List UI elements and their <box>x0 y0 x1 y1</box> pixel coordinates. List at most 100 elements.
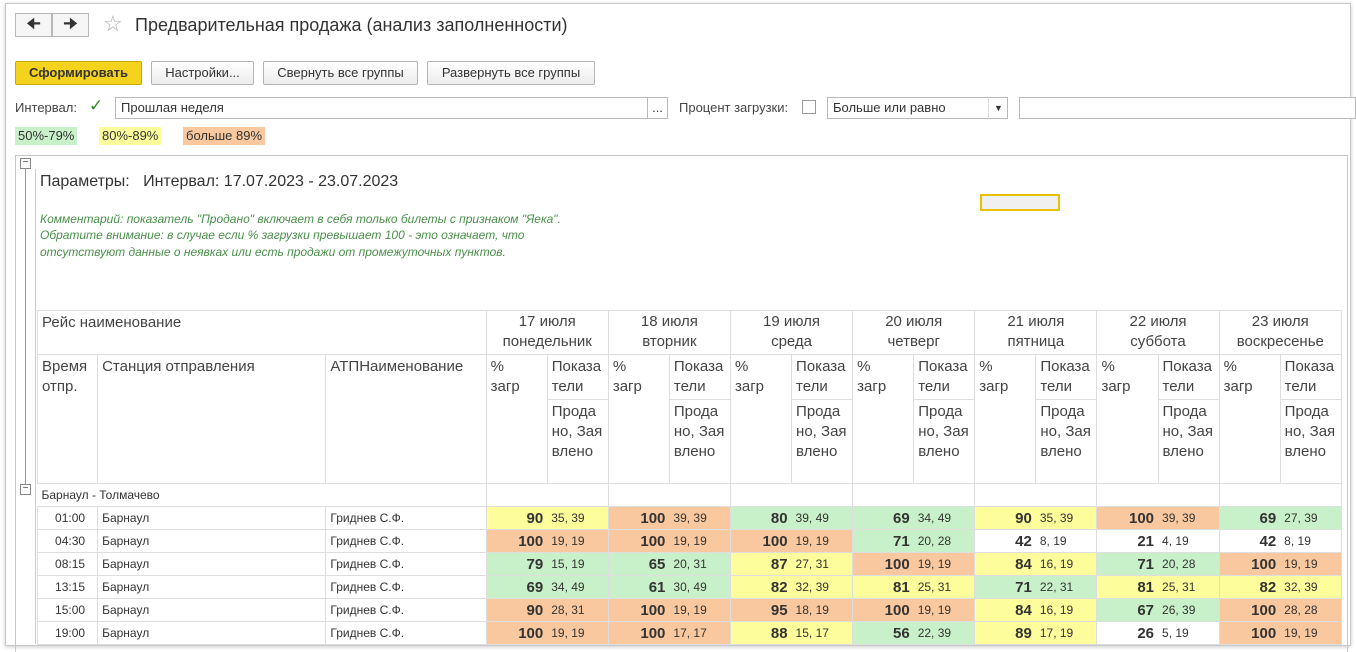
percent: 90 <box>485 598 548 622</box>
percent: 71 <box>1096 552 1159 576</box>
interval-checkbox[interactable]: ✓ <box>89 96 104 115</box>
interval-input[interactable]: Прошлая неделя <box>115 97 648 119</box>
route-header: Рейс наименование <box>37 310 487 355</box>
percent-header-text: % загр <box>979 358 1009 395</box>
selected-cell <box>980 194 1060 211</box>
percent-header-text: % загр <box>734 358 765 395</box>
counts: 16, 19 <box>1035 598 1098 622</box>
counts-header: Продано, Заявлено <box>668 399 731 484</box>
data-row: 08:15 Барнаул Гриднев С.Ф. 79 15, 19 65 20, 31… <box>36 552 1343 576</box>
station: Барнаул <box>97 529 327 553</box>
parameters-value: Интервал: 17.07.2023 - 23.07.2023 <box>143 173 399 190</box>
day-weekday: воскресенье <box>1236 333 1324 350</box>
percent-input[interactable] <box>1019 97 1356 119</box>
percent: 100 <box>1218 621 1281 645</box>
day-date: 18 июля <box>640 313 698 330</box>
generate-button[interactable]: Сформировать <box>15 61 142 85</box>
counts: 39, 49 <box>791 506 854 530</box>
day-header: 20 июля четверг <box>852 310 976 355</box>
tree-line <box>35 169 36 644</box>
day-header: 22 июля суббота <box>1096 310 1220 355</box>
station: Барнаул <box>97 598 327 622</box>
data-row: 04:30 Барнаул Гриднев С.Ф. 100 19, 19 100 19, … <box>36 529 1343 553</box>
counts: 30, 49 <box>669 575 731 599</box>
group-cell <box>1096 483 1220 507</box>
counts: 4, 19 <box>1158 529 1220 553</box>
day-date: 23 июля <box>1251 313 1309 330</box>
percent: 82 <box>1218 575 1281 599</box>
condition-select[interactable]: Больше или равно <box>827 97 1008 119</box>
window <box>5 3 1351 646</box>
condition-dropdown[interactable]: ▼ <box>988 97 1008 119</box>
percent: 71 <box>974 575 1036 599</box>
back-button[interactable]: 🠈 <box>15 13 52 37</box>
day-weekday: четверг <box>887 333 940 350</box>
forward-button[interactable]: 🠊 <box>52 13 89 37</box>
day-date: 22 июля <box>1129 313 1187 330</box>
percent: 65 <box>607 552 670 576</box>
day-header: 17 июля понедельник <box>485 310 609 355</box>
counts: 28, 28 <box>1280 598 1343 622</box>
atp: Гриднев С.Ф. <box>325 529 487 553</box>
counts: 19, 19 <box>791 529 854 553</box>
percent: 81 <box>852 575 914 599</box>
counts: 17, 17 <box>669 621 731 645</box>
percent: 100 <box>1218 552 1281 576</box>
counts: 19, 19 <box>669 598 731 622</box>
percent: 100 <box>607 621 670 645</box>
percent: 42 <box>1218 529 1281 553</box>
percent-checkbox[interactable] <box>802 100 816 114</box>
percent: 21 <box>1096 529 1159 553</box>
percent: 100 <box>1218 598 1281 622</box>
counts: 19, 19 <box>669 529 731 553</box>
counts: 39, 39 <box>1158 506 1220 530</box>
station: Барнаул <box>97 506 327 530</box>
data-row: 19:00 Барнаул Гриднев С.Ф. 100 19, 19 100 17, … <box>36 621 1343 645</box>
atp-header: АТПНаименование <box>325 354 487 484</box>
percent-header: % загр <box>974 354 1037 484</box>
settings-button[interactable]: Настройки... <box>151 61 254 85</box>
group-cell <box>485 483 609 507</box>
percent-header-text: % загр <box>612 358 642 395</box>
counts: 19, 19 <box>547 529 609 553</box>
percent: 100 <box>1096 506 1159 530</box>
counts: 20, 31 <box>669 552 731 576</box>
group-toggle[interactable]: − <box>20 484 31 495</box>
favorite-star[interactable]: ☆ <box>103 11 123 36</box>
interval-select-button[interactable]: ... <box>647 97 668 119</box>
day-date: 17 июля <box>518 313 576 330</box>
collapse-button[interactable]: Свернуть все группы <box>263 61 418 85</box>
expand-button[interactable]: Развернуть все группы <box>427 61 595 85</box>
parameters-label: Параметры: <box>40 173 130 190</box>
percent: 88 <box>729 621 792 645</box>
station: Барнаул <box>97 575 327 599</box>
counts: 32, 39 <box>1280 575 1343 599</box>
legend-item: 80%-89% <box>99 127 162 145</box>
counts: 35, 39 <box>1035 506 1098 530</box>
data-row: 01:00 Барнаул Гриднев С.Ф. 90 35, 39 100 39, 3… <box>36 506 1343 530</box>
time: 01:00 <box>36 506 99 530</box>
percent: 71 <box>852 529 914 553</box>
counts: 32, 39 <box>791 575 854 599</box>
report-frame <box>15 155 1348 652</box>
atp: Гриднев С.Ф. <box>325 506 487 530</box>
percent: 100 <box>607 529 670 553</box>
counts-header: Продано, Заявлено <box>791 399 854 484</box>
indicators-header: Показатели <box>1035 354 1098 400</box>
percent: 84 <box>974 598 1036 622</box>
percent: 42 <box>974 529 1036 553</box>
counts: 22, 31 <box>1035 575 1098 599</box>
percent: 100 <box>729 529 792 553</box>
percent: 100 <box>852 552 914 576</box>
header-row: Время отпр. Станция отправления АТПНаимено… <box>36 354 1343 484</box>
collapse-toggle[interactable]: − <box>20 158 31 169</box>
indicators-header: Показатели <box>668 354 731 400</box>
percent-header-text: % загр <box>1223 358 1253 395</box>
group-cell <box>729 483 854 507</box>
counts: 39, 39 <box>669 506 731 530</box>
day-header: 18 июля вторник <box>607 310 731 355</box>
indicators-header: Показатели <box>1157 354 1220 400</box>
percent: 87 <box>729 552 792 576</box>
percent: 84 <box>974 552 1036 576</box>
percent: 89 <box>974 621 1036 645</box>
